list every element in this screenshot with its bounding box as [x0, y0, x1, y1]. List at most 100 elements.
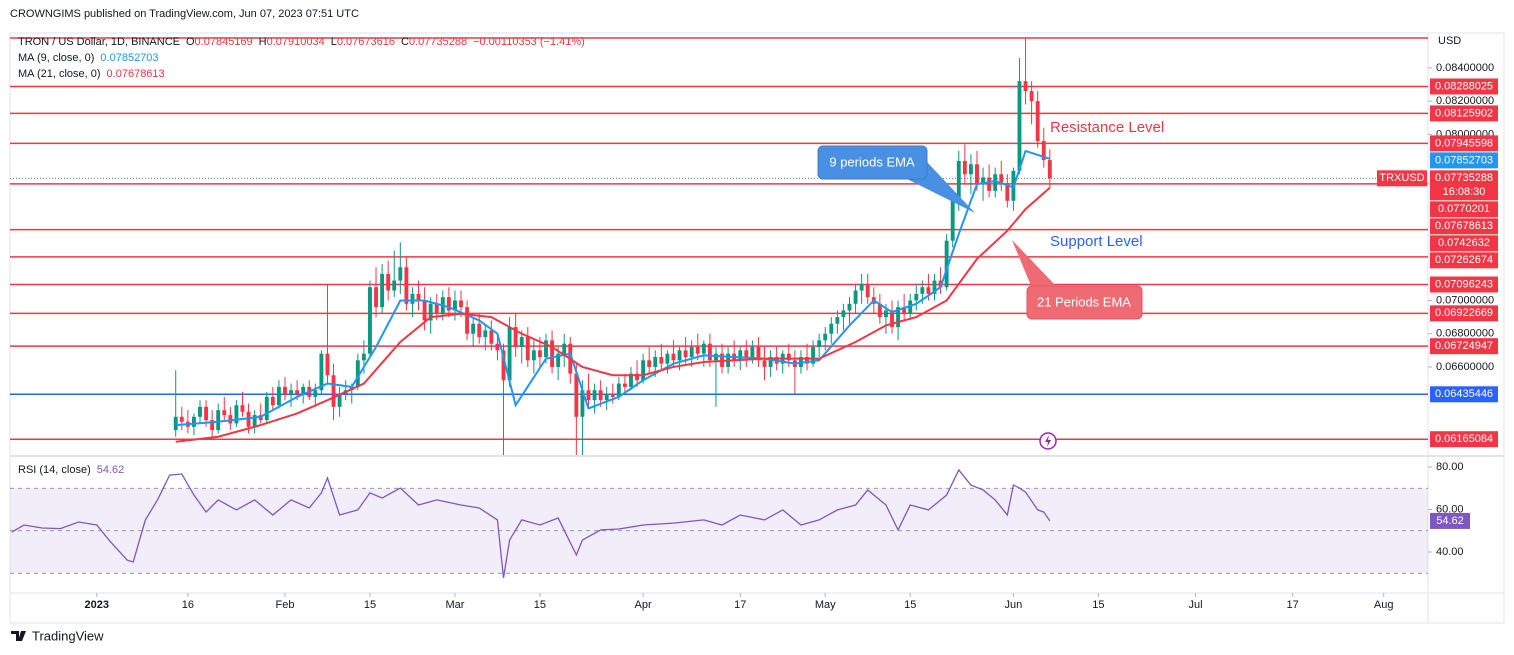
y-tick-label: 0.08400000	[1436, 62, 1494, 74]
candle-body	[428, 303, 433, 321]
candle-body	[1017, 81, 1022, 171]
candle-body	[416, 293, 421, 301]
support-annotation: Support Level	[1050, 233, 1143, 250]
candle-body	[374, 287, 378, 308]
x-tick-label: Feb	[275, 599, 294, 611]
price-label-box	[1430, 276, 1498, 293]
candle-body	[902, 307, 907, 314]
ma9-name: MA (9, close, 0)	[18, 52, 94, 64]
candle-body	[191, 416, 196, 427]
candle-body	[392, 280, 397, 291]
legend-close: 0.07735288	[409, 36, 467, 48]
candle-body	[276, 386, 281, 406]
legend-l: L	[331, 36, 337, 48]
candle-body	[823, 333, 828, 341]
ma-line	[175, 149, 1051, 427]
ema9-callout: 9 periods EMA	[817, 145, 975, 213]
price-label-box	[1430, 78, 1498, 95]
legend-title: TRON / US Dollar, 1D, BINANCE	[18, 36, 180, 48]
candle-body	[301, 386, 306, 394]
candle-body	[270, 396, 275, 406]
ema21-callout: 21 Periods EMA	[1012, 240, 1143, 320]
candle-body	[622, 383, 627, 387]
ma-line	[175, 186, 1051, 443]
resistance-annotation: Resistance Level	[1050, 119, 1164, 136]
underlay	[10, 37, 1428, 440]
candle-body	[883, 310, 888, 318]
candle-body	[562, 343, 567, 354]
x-tick-label: 17	[734, 599, 746, 611]
candle-body	[647, 360, 652, 367]
candle-body	[471, 323, 476, 334]
candle-body	[264, 396, 269, 421]
candle-body	[361, 353, 366, 361]
candle-body	[283, 386, 287, 396]
price-label: 0.06724947	[1435, 340, 1493, 352]
price-label-box	[1430, 218, 1498, 235]
candle-body	[222, 410, 227, 416]
candle-body	[295, 390, 300, 394]
y-tick-label: 0.08200000	[1436, 95, 1494, 107]
callout-pointer	[1012, 240, 1058, 288]
candle-body	[659, 356, 664, 364]
candle-body	[950, 200, 955, 241]
price-label-box	[1430, 235, 1498, 252]
candle-body	[234, 405, 239, 424]
candle-body	[179, 416, 184, 422]
candle-body	[337, 393, 342, 407]
candle-body	[1005, 184, 1010, 201]
candle-body	[519, 337, 524, 348]
price-label-box	[1430, 305, 1498, 322]
price-label-box	[1430, 338, 1498, 355]
candle-body	[513, 327, 518, 348]
price-label-box	[1430, 201, 1498, 218]
candle-body	[368, 287, 372, 354]
candle-body	[580, 390, 585, 417]
candle-body	[805, 356, 809, 364]
callout-box	[1026, 285, 1143, 320]
candle-body	[404, 267, 409, 304]
candle-body	[1035, 101, 1040, 141]
candle-body	[635, 373, 639, 381]
candle-body	[968, 164, 973, 175]
candle-body	[865, 283, 870, 298]
candle-body	[750, 347, 755, 357]
candle-body	[465, 307, 470, 334]
candle-body	[198, 406, 202, 417]
ma21-name: MA (21, close, 0)	[18, 68, 101, 80]
x-tick-label: Jun	[1005, 599, 1023, 611]
candle-body	[544, 340, 548, 357]
candle-body	[380, 273, 385, 308]
rsi-tick-label: 60.00	[1436, 503, 1464, 515]
candle-body	[616, 383, 621, 397]
candle-body	[574, 373, 579, 417]
candle-body	[683, 350, 688, 357]
price-label-box	[1430, 105, 1498, 122]
price-label-box	[1430, 386, 1498, 403]
legend-low: 0.07673616	[337, 36, 395, 48]
candle-body	[689, 347, 694, 357]
price-label-box	[1430, 252, 1498, 269]
x-tick-label: Mar	[445, 599, 464, 611]
ma21-value: 0.07678613	[107, 68, 165, 80]
candle-body	[586, 390, 591, 401]
candle-body	[246, 411, 251, 427]
candle-body	[550, 340, 555, 367]
symbol-tag: TRXUSD	[1379, 172, 1424, 184]
candle-body	[786, 353, 791, 361]
price-label: 0.07096243	[1435, 278, 1493, 290]
x-tick-label: 15	[904, 599, 916, 611]
candle-body	[204, 406, 209, 421]
candle-body	[173, 416, 178, 431]
candle-body	[604, 393, 609, 401]
candle-body	[744, 350, 749, 357]
legend-open: 0.07845169	[195, 36, 253, 48]
candle-body	[956, 160, 961, 201]
candle-body	[890, 310, 894, 328]
x-tick-label: 15	[364, 599, 376, 611]
price-label: 0.08125902	[1435, 107, 1493, 119]
candle-body	[556, 353, 561, 367]
price-label: 0.07262674	[1435, 254, 1493, 266]
candle-body	[999, 174, 1004, 185]
